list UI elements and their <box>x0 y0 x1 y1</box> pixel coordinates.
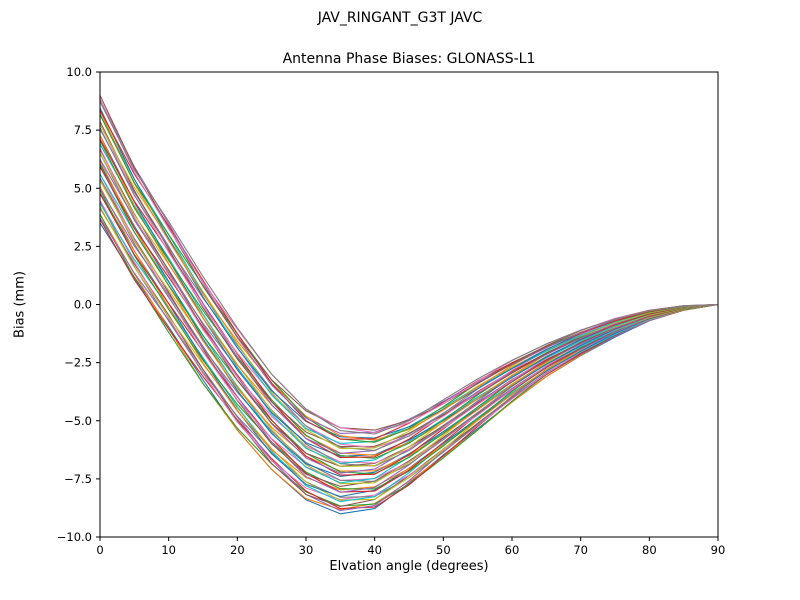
series-line <box>99 124 719 450</box>
x-tick-label: 50 <box>436 543 451 557</box>
series-line <box>99 222 719 515</box>
x-tick-label: 80 <box>642 543 657 557</box>
y-tick-label: 10.0 <box>66 65 92 79</box>
series-line <box>99 138 719 459</box>
series-line <box>99 98 719 434</box>
x-axis-label: Elvation angle (degrees) <box>329 559 489 574</box>
y-tick-label: −7.5 <box>64 472 92 486</box>
x-tick-label: 20 <box>230 543 245 557</box>
series-line <box>99 107 719 439</box>
y-tick-label: −10.0 <box>57 530 92 544</box>
y-axis-label: Bias (mm) <box>12 271 28 338</box>
x-tick-label: 30 <box>299 543 314 557</box>
x-tick-label: 60 <box>505 543 520 557</box>
series-line <box>99 95 719 431</box>
axes-title: Antenna Phase Biases: GLONASS-L1 <box>282 51 536 67</box>
series-line <box>99 189 719 490</box>
series-line <box>99 109 719 440</box>
series-line <box>99 121 719 448</box>
series-line <box>99 147 719 464</box>
series-line <box>99 186 719 491</box>
y-tick-label: −5.0 <box>64 414 92 428</box>
x-tick-label: 70 <box>573 543 588 557</box>
series-line <box>99 203 719 503</box>
axes-spines <box>99 71 719 538</box>
series-line <box>99 110 719 441</box>
y-tick-label: −2.5 <box>64 356 92 370</box>
series-line <box>99 128 719 454</box>
x-tick-label: 0 <box>96 543 103 557</box>
y-tick-label: 7.5 <box>74 123 92 137</box>
x-tick-label: 10 <box>161 543 176 557</box>
y-tick-label: 2.5 <box>74 239 92 253</box>
series-line <box>99 143 719 464</box>
series-line <box>99 101 719 435</box>
y-tick-label: 5.0 <box>74 181 92 195</box>
x-tick-label: 90 <box>711 543 726 557</box>
figure-suptitle: JAV_RINGANT_G3T JAVC <box>317 10 483 26</box>
x-tick-label: 40 <box>367 543 382 557</box>
y-tick-label: 0.0 <box>74 298 92 312</box>
series-line <box>99 152 719 467</box>
